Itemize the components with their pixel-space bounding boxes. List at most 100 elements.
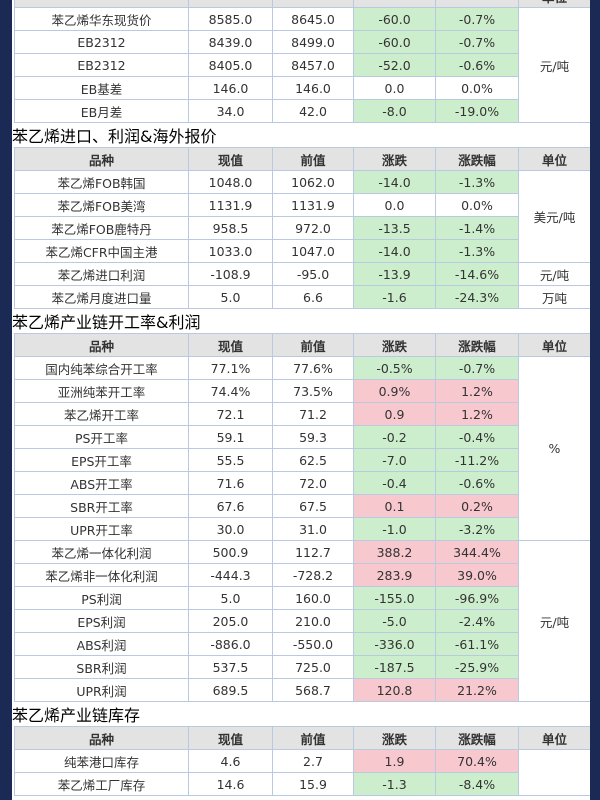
header-row: 品种 现值 前值 涨跌 涨跌幅 单位 — [14, 333, 590, 357]
value-cell: 0.9% — [353, 379, 436, 403]
unit-cell: 万吨 — [518, 285, 590, 309]
value-cell: 8439.0 — [188, 30, 273, 54]
value-cell: 34.0 — [188, 99, 273, 123]
header-cell: 涨跌 — [353, 147, 436, 171]
header-cell: 单位 — [518, 147, 590, 171]
data-row: EB基差 146.0 146.0 0.0 0.0% — [14, 76, 591, 100]
value-cell: 72.1 — [188, 402, 273, 426]
header-cell: 前值 — [272, 147, 354, 171]
value-cell: -1.3% — [435, 170, 519, 194]
value-cell: 689.5 — [188, 678, 273, 702]
data-row: EB2312 8405.0 8457.0 -52.0 -0.6% — [14, 53, 591, 77]
header-cell: 涨跌幅 — [435, 147, 519, 171]
item-cell: SBR开工率 — [14, 494, 189, 518]
item-cell: 苯乙烯进口利润 — [14, 262, 189, 286]
data-row: 苯乙烯开工率 72.1 71.2 0.9 1.2% — [14, 402, 591, 426]
header-cell: 前值 — [272, 333, 354, 357]
header-cell: 涨跌 — [353, 726, 436, 750]
data-row: 苯乙烯月度进口量 5.0 6.6 -1.6 -24.3% 万吨 — [14, 285, 590, 309]
data-table: 单位苯乙烯华东现货价8585.08645.0-60.0-0.7%元/吨EB231… — [14, 0, 590, 123]
value-cell: -61.1% — [435, 632, 519, 656]
value-cell: 0.0 — [353, 193, 436, 217]
data-row: EPS开工率 55.5 62.5 -7.0 -11.2% — [14, 448, 591, 472]
value-cell: -5.0 — [353, 609, 436, 633]
value-cell: -0.5% — [353, 356, 436, 380]
value-cell: -3.2% — [435, 517, 519, 541]
value-cell: 67.5 — [272, 494, 354, 518]
value-cell: 1033.0 — [188, 239, 273, 263]
value-cell: 1.2% — [435, 402, 519, 426]
item-cell: 国内纯苯综合开工率 — [14, 356, 189, 380]
value-cell: 74.4% — [188, 379, 273, 403]
value-cell: -13.9 — [353, 262, 436, 286]
value-cell: -108.9 — [188, 262, 273, 286]
value-cell: 30.0 — [188, 517, 273, 541]
value-cell: 112.7 — [272, 540, 354, 564]
value-cell: -7.0 — [353, 448, 436, 472]
value-cell: 146.0 — [272, 76, 354, 100]
header-cell: 品种 — [14, 333, 189, 357]
header-cell: 涨跌 — [353, 333, 436, 357]
value-cell: -0.7% — [435, 30, 519, 54]
item-cell: 苯乙烯非一体化利润 — [14, 563, 189, 587]
data-table: 品种 现值 前值 涨跌 涨跌幅 单位 国内纯苯综合开工率 77.1% 77.6% -0.5% -0.… — [14, 333, 590, 702]
value-cell: 1047.0 — [272, 239, 354, 263]
value-cell: 71.6 — [188, 471, 273, 495]
item-cell: 苯乙烯工厂库存 — [14, 772, 189, 796]
data-row: 苯乙烯FOB美湾 1131.9 1131.9 0.0 0.0% — [14, 193, 591, 217]
data-row: SBR利润 537.5 725.0 -187.5 -25.9% — [14, 655, 591, 679]
value-cell: 0.0 — [353, 76, 436, 100]
value-cell: 70.4% — [435, 749, 519, 773]
value-cell: -1.3 — [353, 772, 436, 796]
value-cell: -14.6% — [435, 262, 519, 286]
value-cell: 0.0% — [435, 193, 519, 217]
value-cell: -25.9% — [435, 655, 519, 679]
value-cell: 77.6% — [272, 356, 354, 380]
item-cell: EPS利润 — [14, 609, 189, 633]
value-cell: 15.9 — [272, 772, 354, 796]
value-cell: -8.4% — [435, 772, 519, 796]
header-cell — [272, 0, 354, 8]
header-row: 品种 现值 前值 涨跌 涨跌幅 单位 — [14, 147, 590, 171]
item-cell: EB2312 — [14, 53, 189, 77]
value-cell: 1.2% — [435, 379, 519, 403]
sections: 单位苯乙烯华东现货价8585.08645.0-60.0-0.7%元/吨EB231… — [12, 0, 590, 796]
value-cell: -0.4 — [353, 471, 436, 495]
value-cell: 1048.0 — [188, 170, 273, 194]
data-row: EB2312 8439.0 8499.0 -60.0 -0.7% — [14, 30, 591, 54]
value-cell: 537.5 — [188, 655, 273, 679]
value-cell: 6.6 — [272, 285, 354, 309]
value-cell: 62.5 — [272, 448, 354, 472]
unit-cell: 美元/吨 — [518, 170, 590, 263]
value-cell: -155.0 — [353, 586, 436, 610]
value-cell: 283.9 — [353, 563, 436, 587]
header-cell: 涨跌幅 — [435, 333, 519, 357]
header-cell — [353, 0, 436, 8]
value-cell: 8585.0 — [188, 7, 273, 31]
value-cell: 0.1 — [353, 494, 436, 518]
item-cell: UPR开工率 — [14, 517, 189, 541]
value-cell: 55.5 — [188, 448, 273, 472]
data-row: 亚洲纯苯开工率 74.4% 73.5% 0.9% 1.2% — [14, 379, 591, 403]
item-cell: UPR利润 — [14, 678, 189, 702]
item-cell: SBR利润 — [14, 655, 189, 679]
value-cell: 1131.9 — [272, 193, 354, 217]
data-row: UPR利润 689.5 568.7 120.8 21.2% — [14, 678, 591, 702]
header-cell: 现值 — [188, 726, 273, 750]
value-cell: -0.7% — [435, 356, 519, 380]
value-cell: -444.3 — [188, 563, 273, 587]
value-cell: -187.5 — [353, 655, 436, 679]
value-cell: -96.9% — [435, 586, 519, 610]
value-cell: 568.7 — [272, 678, 354, 702]
data-table: 品种 现值 前值 涨跌 涨跌幅 单位 苯乙烯FOB韩国 1048.0 1062.0 -14.0 -1… — [14, 147, 590, 309]
value-cell: 160.0 — [272, 586, 354, 610]
value-cell: 39.0% — [435, 563, 519, 587]
data-row: 纯苯港口库存 4.6 2.7 1.9 70.4% — [14, 749, 590, 796]
value-cell: 5.0 — [188, 285, 273, 309]
value-cell: 344.4% — [435, 540, 519, 564]
value-cell: 8405.0 — [188, 53, 273, 77]
value-cell: 205.0 — [188, 609, 273, 633]
data-row: UPR开工率 30.0 31.0 -1.0 -3.2% — [14, 517, 591, 541]
value-cell: -0.7% — [435, 7, 519, 31]
report: 单位苯乙烯华东现货价8585.08645.0-60.0-0.7%元/吨EB231… — [12, 0, 590, 800]
